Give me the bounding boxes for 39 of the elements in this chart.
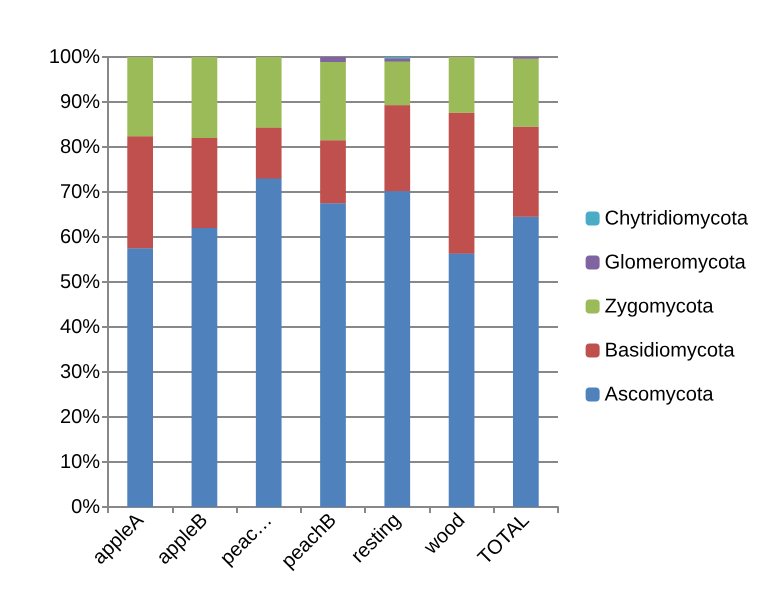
y-tick-label: 0% [71,496,100,518]
bar [256,57,282,128]
legend-label: Zygomycota [604,296,714,318]
y-tick-label: 90% [60,91,100,113]
y-tick-label: 60% [60,226,100,248]
bar [192,138,218,228]
y-tick-label: 30% [60,361,100,383]
bar [513,216,539,507]
y-tick-label: 20% [60,406,100,428]
bar [320,203,346,507]
bar [448,254,474,507]
bar [127,57,153,136]
bar [448,57,474,113]
y-tick-label: 50% [60,271,100,293]
bar [127,248,153,507]
bar [513,58,539,127]
legend-label: Basidiomycota [604,340,736,362]
bar [513,126,539,217]
bar [320,57,346,62]
bar [320,140,346,204]
bar [384,191,410,507]
y-tick-label: 70% [60,181,100,203]
y-tick-label: 100% [48,46,100,68]
bar [448,112,474,254]
bar [320,62,346,140]
bar [127,136,153,248]
bar [256,178,282,507]
bar [384,58,410,62]
bar [192,57,218,138]
bar [256,128,282,178]
legend-label: Glomeromycota [604,252,747,274]
y-tick-label: 80% [60,136,100,158]
bar [192,228,218,507]
bar [384,62,410,106]
bar [384,105,410,192]
legend-label: Chytridiomycota [604,208,749,230]
y-tick-label: 40% [60,316,100,338]
legend-label: Ascomycota [604,384,714,406]
y-tick-label: 10% [60,451,100,473]
